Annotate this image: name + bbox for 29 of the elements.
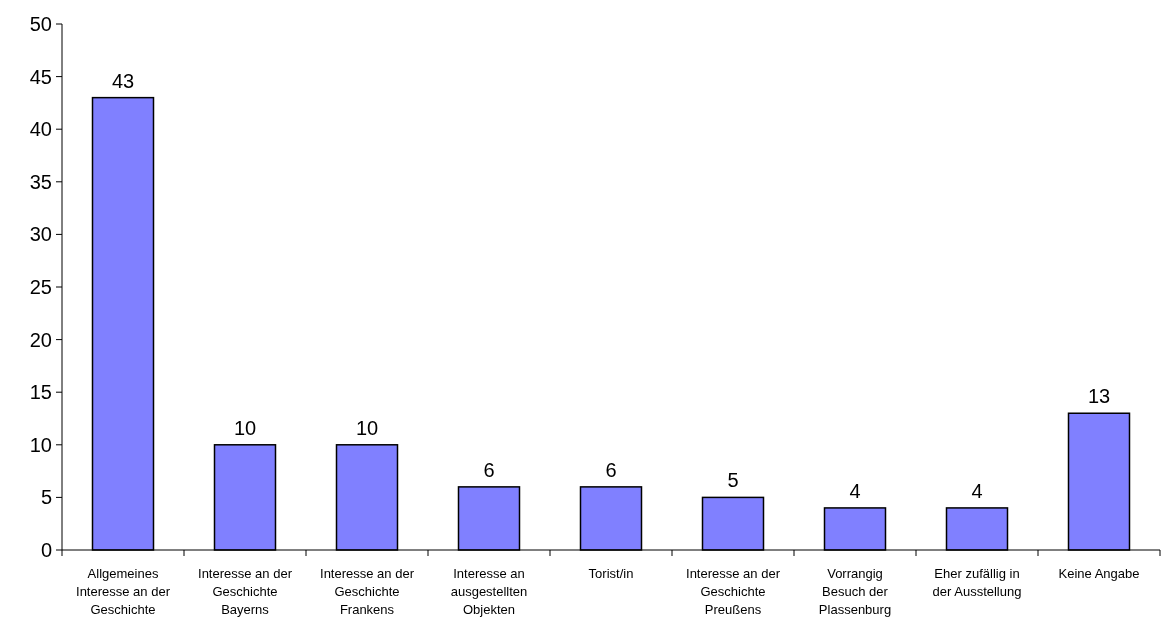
y-tick-label: 40: [29, 118, 52, 141]
x-tick-label: Vorrangig Besuch der Plassenburg: [818, 566, 892, 617]
x-tick-label: Interesse an der Geschichte Bayerns: [198, 566, 293, 617]
x-tick-label: Eher zufällig in der Ausstellung: [932, 566, 1022, 599]
data-label: 6: [605, 458, 617, 481]
y-tick-label: 10: [29, 433, 52, 456]
y-tick-label: 20: [29, 328, 52, 351]
y-tick-label: 30: [29, 223, 52, 246]
data-label: 5: [727, 469, 739, 492]
x-tick-label: Keine Angabe: [1058, 566, 1140, 581]
data-label: 10: [355, 416, 379, 439]
y-tick-label: 15: [29, 381, 52, 404]
y-tick-label: 0: [40, 539, 52, 561]
y-tick-label: 25: [29, 276, 52, 298]
data-label: 10: [233, 416, 257, 439]
x-tick-label: Interesse an ausgestellten Objekten: [450, 566, 528, 617]
y-tick-label: 35: [29, 170, 52, 193]
y-tick-label: 45: [29, 65, 52, 88]
data-label: 43: [111, 69, 135, 92]
data-label: 13: [1087, 385, 1111, 408]
x-tick-label: Torist/in: [588, 566, 634, 581]
data-label: 6: [483, 458, 495, 481]
y-tick-label: 5: [40, 486, 52, 509]
x-tick-label: Interesse an der Geschichte Preußens: [686, 566, 781, 617]
data-label: 4: [971, 479, 983, 502]
data-label: 4: [849, 479, 861, 502]
x-tick-label: Interesse an der Geschichte Frankens: [320, 566, 415, 617]
y-tick-label: 50: [29, 13, 52, 35]
x-tick-label: Allgemeines Interesse an der Geschichte: [76, 566, 171, 617]
